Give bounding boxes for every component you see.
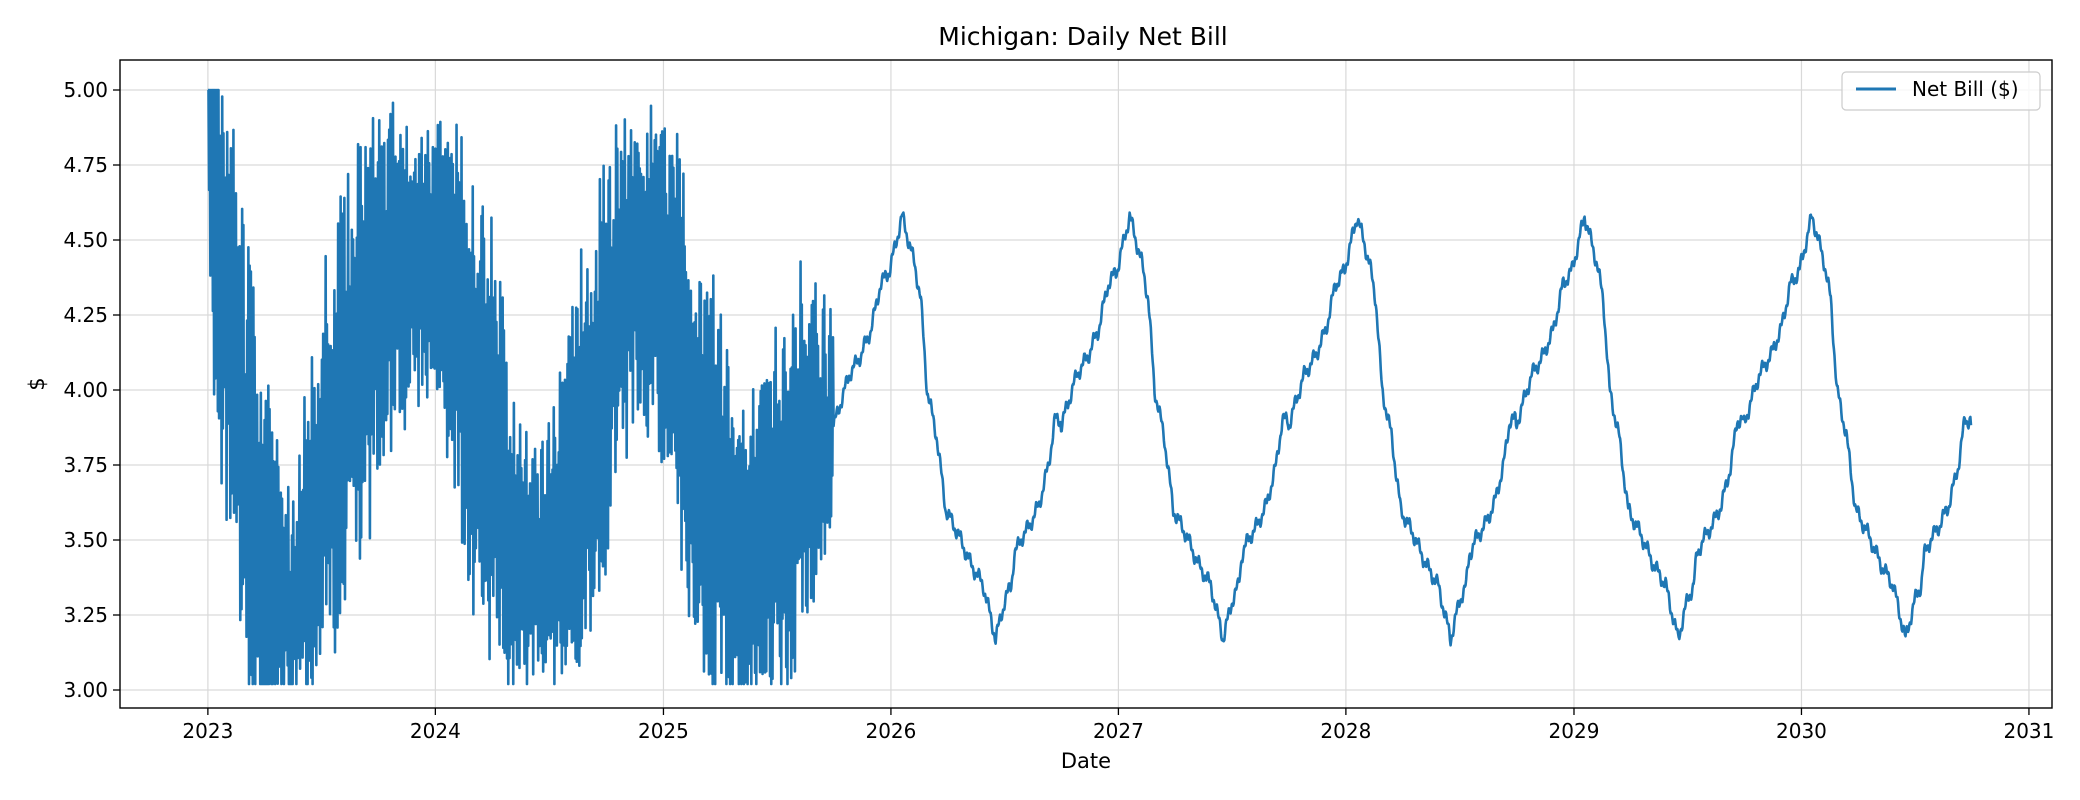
y-axis: 3.00 3.25 3.50 3.75 4.00 4.25 4.50 4.75 5.00 — [63, 78, 120, 702]
y-axis-label: $ — [25, 377, 49, 390]
plot-area — [119, 59, 2053, 709]
x-tick-label: 2023 — [182, 719, 233, 743]
y-tick-label: 3.75 — [63, 453, 108, 477]
x-tick-label: 2028 — [1320, 719, 1371, 743]
y-tick-label: 4.25 — [63, 303, 108, 327]
y-tick-label: 4.00 — [63, 378, 108, 402]
legend: Net Bill ($) — [1841, 71, 2041, 111]
y-tick-label: 3.50 — [63, 528, 108, 552]
y-tick-label: 5.00 — [63, 78, 108, 102]
x-tick-label: 2025 — [638, 719, 689, 743]
x-axis: 2023 2024 2025 2026 2027 2028 2029 2030 2031 — [182, 708, 2054, 743]
x-axis-label: Date — [1061, 749, 1111, 773]
x-tick-label: 2029 — [1549, 719, 1600, 743]
y-tick-label: 3.25 — [63, 603, 108, 627]
legend-box — [1841, 71, 2041, 111]
series-group — [207, 88, 1973, 686]
legend-entry-label: Net Bill ($) — [1912, 77, 2019, 101]
series-line-net-bill — [207, 88, 1973, 686]
x-tick-label: 2027 — [1093, 719, 1144, 743]
y-tick-label: 4.75 — [63, 153, 108, 177]
x-tick-label: 2024 — [410, 719, 461, 743]
chart-title: Michigan: Daily Net Bill — [938, 22, 1227, 51]
x-tick-label: 2026 — [865, 719, 916, 743]
y-tick-label: 3.00 — [63, 678, 108, 702]
x-tick-label: 2030 — [1776, 719, 1827, 743]
y-tick-label: 4.50 — [63, 228, 108, 252]
x-tick-label: 2031 — [2003, 719, 2054, 743]
